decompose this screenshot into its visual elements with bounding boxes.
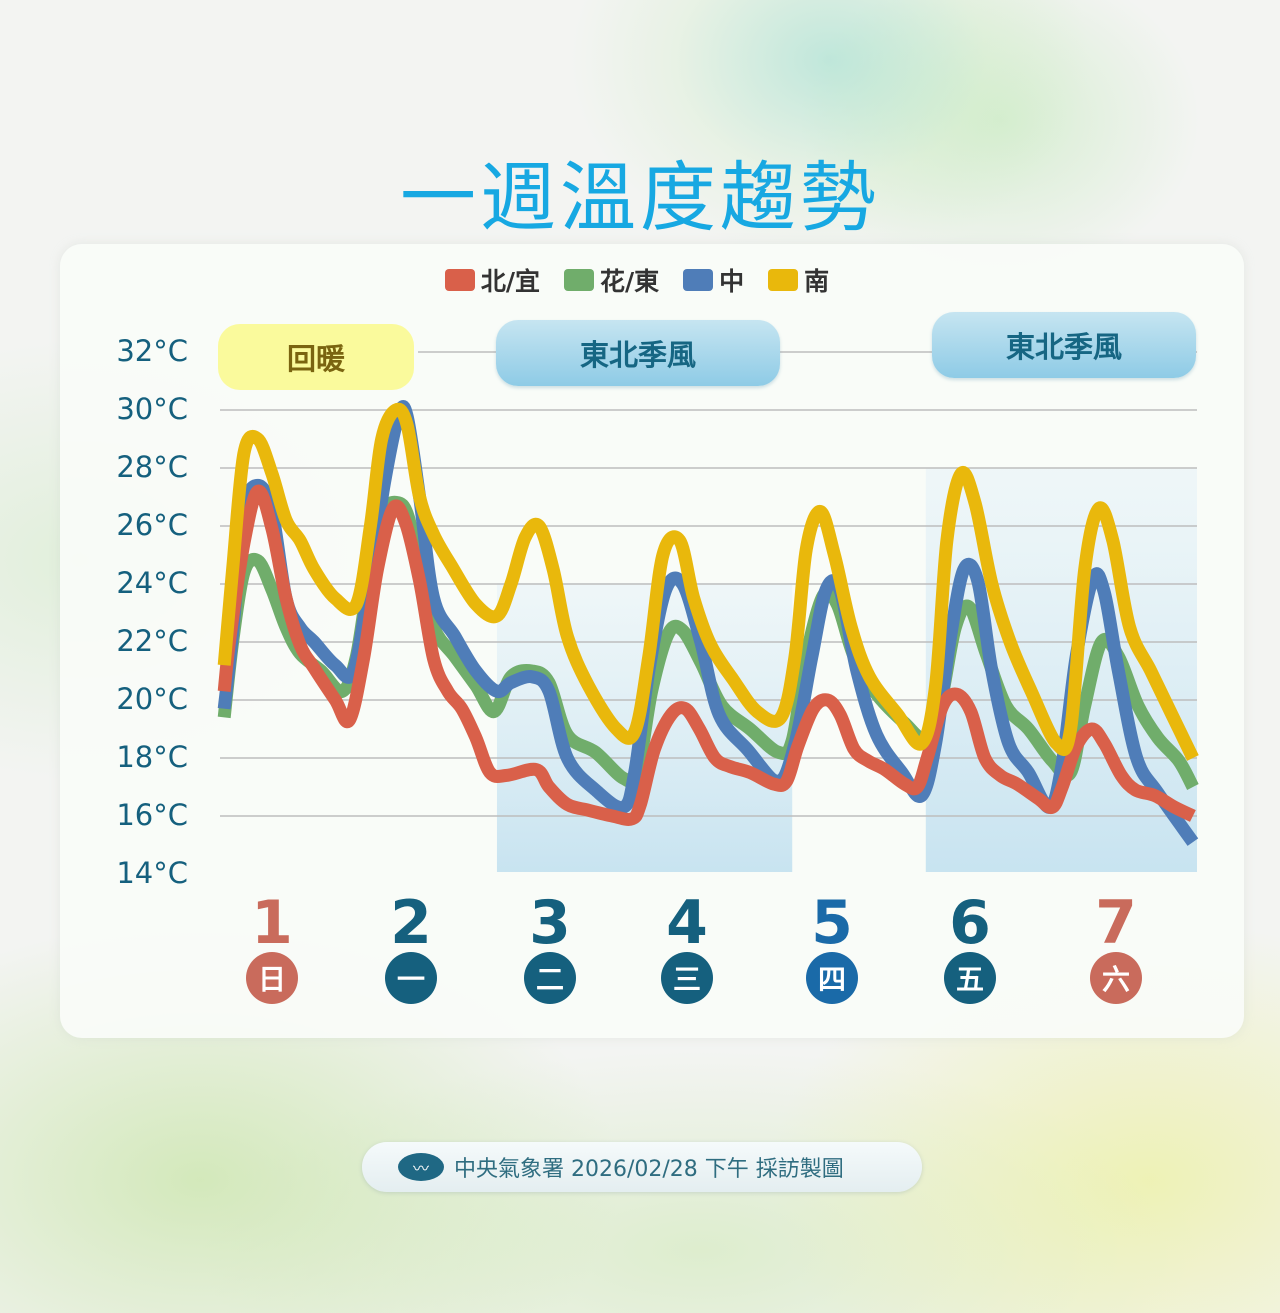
page-title: 一週溫度趨勢 [400, 153, 880, 242]
weekday-badge: 五 [944, 952, 996, 1004]
legend-label-east: 花/東 [599, 267, 660, 296]
banner-monsoon-2: 東北季風 [932, 312, 1196, 378]
legend-label-central: 中 [719, 267, 745, 296]
legend-swatch-north [444, 269, 475, 291]
banner-monsoon-1: 東北季風 [496, 320, 780, 386]
y-tick-label: 26°C [116, 508, 188, 542]
banner-warming: 回暖 [218, 324, 414, 390]
weekday-badge: 日 [246, 952, 298, 1004]
weekday-badge: 三 [661, 952, 713, 1004]
footer-credit: 〰 中央氣象署 2026/02/28 下午 採訪製圖 [362, 1142, 922, 1192]
day-number: 1 [251, 888, 293, 958]
legend: 北/宜 花/東 中 南 [0, 262, 1280, 298]
series-line-3 [217, 402, 1199, 761]
weekday-badge: 四 [806, 952, 858, 1004]
legend-swatch-south [768, 269, 799, 291]
day-number: 4 [666, 888, 708, 958]
day-number: 7 [1095, 888, 1137, 958]
weekday-badge: 一 [385, 952, 437, 1004]
y-tick-label: 30°C [116, 392, 188, 426]
y-tick-label: 14°C [116, 856, 188, 890]
weekday-badge: 六 [1090, 952, 1142, 1004]
day-number: 3 [529, 888, 571, 958]
legend-item-east: 花/東 [563, 262, 660, 298]
legend-item-south: 南 [768, 262, 829, 298]
y-tick-label: 22°C [116, 624, 188, 658]
day-number: 5 [811, 888, 853, 958]
y-tick-label: 18°C [116, 740, 188, 774]
footer-text: 中央氣象署 2026/02/28 下午 採訪製圖 [454, 1157, 844, 1182]
day-number: 6 [949, 888, 991, 958]
legend-item-north: 北/宜 [444, 262, 540, 298]
y-tick-label: 32°C [116, 334, 188, 368]
y-tick-label: 24°C [116, 566, 188, 600]
y-tick-label: 16°C [116, 798, 188, 832]
legend-label-north: 北/宜 [480, 267, 540, 296]
y-tick-label: 20°C [116, 682, 188, 716]
y-tick-label: 28°C [116, 450, 188, 484]
legend-swatch-east [563, 269, 594, 291]
day-number: 2 [390, 888, 432, 958]
weekday-badge: 二 [524, 952, 576, 1004]
series-line-0 [217, 484, 1196, 826]
cwa-logo-icon: 〰 [398, 1153, 444, 1181]
legend-label-south: 南 [804, 267, 830, 296]
legend-swatch-central [683, 269, 714, 291]
legend-item-central: 中 [683, 262, 744, 298]
